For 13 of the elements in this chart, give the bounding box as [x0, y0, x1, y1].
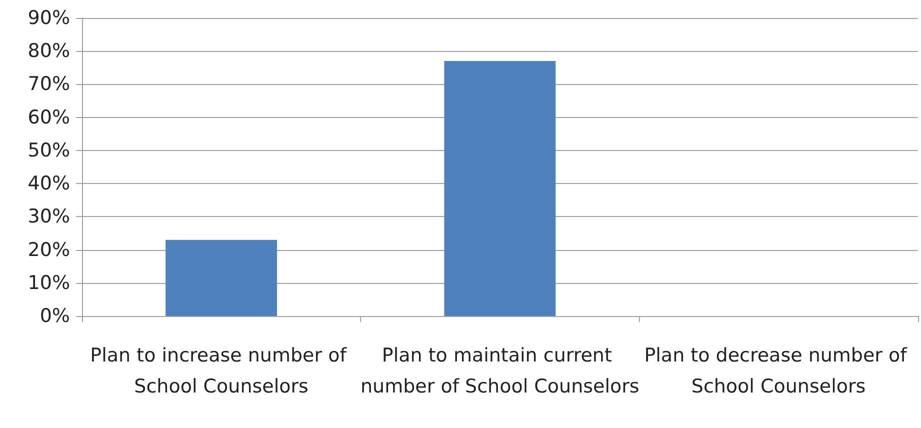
x-tick-label: Plan to decrease number of School Counselors	[644, 344, 913, 398]
y-tick-label: 70%	[28, 73, 70, 96]
y-tick-label: 0%	[40, 305, 70, 327]
x-tick-label: Plan to maintain current number of School Counselors	[360, 344, 640, 398]
y-tick-label: 30%	[28, 206, 70, 228]
y-tick-label: 60%	[28, 106, 70, 128]
y-tick-label: 50%	[28, 139, 70, 162]
x-tick-label: Plan to increase number of School Counselors	[90, 344, 352, 398]
y-tick-label: 90%	[28, 7, 70, 29]
y-tick-label: 20%	[28, 238, 70, 261]
y-tick-label: 10%	[28, 272, 70, 294]
y-tick-label: 40%	[28, 172, 70, 195]
y-tick-label: 80%	[28, 40, 70, 62]
